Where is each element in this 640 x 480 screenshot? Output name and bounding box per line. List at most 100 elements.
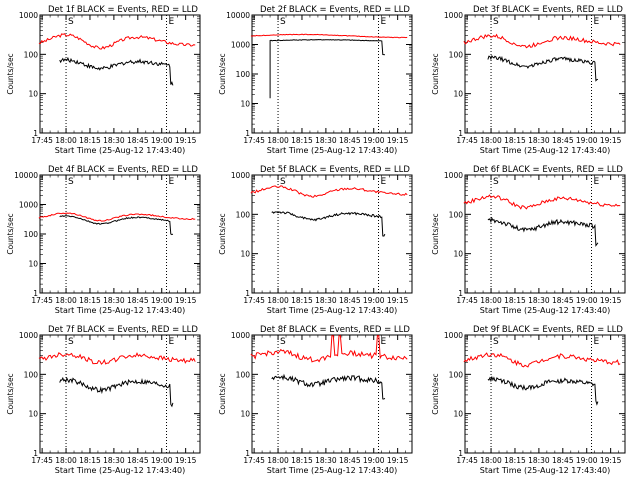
x-tick-label: 19:15: [600, 296, 622, 305]
time-marker-e: E: [169, 177, 175, 187]
time-marker-s: S: [493, 177, 499, 187]
series-line-red-lld: [38, 33, 196, 50]
x-axis-label: Start Time (25-Aug-12 17:43:40): [55, 306, 186, 315]
y-axis-label: Counts/sec: [218, 53, 227, 94]
y-axis-label: Counts/sec: [6, 373, 15, 414]
time-marker-e: E: [169, 17, 175, 27]
y-tick-label: 10: [28, 90, 38, 99]
time-marker-e: E: [169, 337, 175, 347]
x-axis-label: Start Time (25-Aug-12 17:43:40): [55, 146, 186, 155]
x-tick-label: 18:45: [127, 296, 149, 305]
series-line-black-events: [59, 376, 174, 408]
x-tick-label: 17:45: [31, 136, 53, 145]
x-tick-label: 18:00: [267, 456, 289, 465]
x-tick-label: 17:45: [31, 296, 53, 305]
y-tick-label: 100: [24, 50, 39, 59]
x-tick-label: 18:30: [528, 296, 550, 305]
x-tick-label: 17:45: [243, 136, 265, 145]
chart-panel-2: Det 2f BLACK = Events, RED = LLD 1 10 100 10…: [218, 5, 413, 155]
time-marker-s: S: [280, 177, 286, 187]
x-tick-label: 19:00: [363, 296, 385, 305]
y-tick-label: 10: [240, 100, 250, 109]
chart-panel-5: Det 5f BLACK = Events, RED = LLD 1 10 100 10…: [218, 165, 413, 315]
y-tick-label: 1: [33, 129, 38, 138]
time-marker-s: S: [68, 17, 74, 27]
y-tick-label: 100: [449, 50, 464, 59]
x-tick-label: 18:15: [291, 456, 313, 465]
time-marker-s: S: [280, 337, 286, 347]
x-tick-label: 18:30: [528, 456, 550, 465]
y-tick-label: 1000: [19, 201, 38, 210]
x-tick-label: 18:00: [55, 456, 77, 465]
y-tick-label: 10000: [226, 11, 250, 20]
y-tick-label: 100: [236, 210, 251, 219]
y-tick-label: 100: [24, 230, 39, 239]
x-tick-label: 19:15: [387, 456, 409, 465]
y-tick-label: 1000: [231, 331, 250, 340]
x-tick-label: 19:15: [600, 136, 622, 145]
x-tick-label: 18:00: [480, 136, 502, 145]
chart-title: Det 1f BLACK = Events, RED = LLD: [48, 5, 198, 15]
y-tick-label: 1000: [231, 171, 250, 180]
x-tick-label: 19:15: [387, 136, 409, 145]
y-tick-label: 10: [240, 410, 250, 419]
y-axis-label: Counts/sec: [218, 213, 227, 254]
series-line-black-events: [271, 373, 386, 400]
x-tick-label: 17:45: [456, 456, 478, 465]
series-line-red-lld: [463, 352, 621, 368]
y-tick-label: 10: [453, 90, 463, 99]
y-tick-label: 1000: [444, 171, 463, 180]
x-tick-label: 18:00: [267, 136, 289, 145]
time-marker-s: S: [493, 337, 499, 347]
x-tick-label: 19:15: [175, 136, 197, 145]
series-line-red-lld: [250, 185, 408, 198]
x-tick-label: 17:45: [243, 456, 265, 465]
chart-title: Det 8f BLACK = Events, RED = LLD: [260, 325, 410, 335]
y-axis-label: Counts/sec: [6, 53, 15, 94]
chart-title: Det 4f BLACK = Events, RED = LLD: [48, 165, 198, 175]
y-tick-label: 1000: [19, 331, 38, 340]
x-tick-label: 19:15: [175, 456, 197, 465]
time-marker-e: E: [594, 17, 600, 27]
y-tick-label: 100: [24, 370, 39, 379]
x-tick-label: 18:00: [480, 456, 502, 465]
y-tick-label: 1: [458, 129, 463, 138]
series-line-black-events: [487, 54, 598, 82]
plot-frame: [251, 334, 413, 454]
y-tick-label: 10: [453, 410, 463, 419]
x-axis-label: Start Time (25-Aug-12 17:43:40): [480, 146, 611, 155]
chart-panel-6: Det 6f BLACK = Events, RED = LLD 1 10 100 10…: [431, 165, 626, 315]
x-tick-label: 18:30: [315, 136, 337, 145]
y-tick-label: 1: [33, 289, 38, 298]
x-tick-label: 18:00: [55, 136, 77, 145]
x-tick-label: 19:00: [363, 456, 385, 465]
y-tick-label: 100: [449, 370, 464, 379]
y-tick-label: 10: [28, 260, 38, 269]
x-tick-label: 18:45: [552, 296, 574, 305]
y-tick-label: 10000: [14, 171, 38, 180]
chart-panel-3: Det 3f BLACK = Events, RED = LLD 1 10 100 10…: [431, 5, 626, 155]
series-line-black-events: [59, 215, 174, 236]
x-axis-label: Start Time (25-Aug-12 17:43:40): [267, 466, 398, 475]
y-tick-label: 1: [33, 449, 38, 458]
x-tick-label: 18:30: [315, 456, 337, 465]
y-tick-label: 1000: [231, 41, 250, 50]
chart-title: Det 3f BLACK = Events, RED = LLD: [473, 5, 623, 15]
x-tick-label: 17:45: [456, 296, 478, 305]
x-tick-label: 18:15: [79, 136, 101, 145]
x-tick-label: 18:15: [79, 456, 101, 465]
series-line-black-events: [59, 56, 174, 86]
chart-title: Det 7f BLACK = Events, RED = LLD: [48, 325, 198, 335]
time-marker-e: E: [594, 337, 600, 347]
y-tick-label: 1: [458, 449, 463, 458]
y-tick-label: 10: [453, 250, 463, 259]
plot-frame: [251, 174, 413, 294]
x-tick-label: 17:45: [31, 456, 53, 465]
x-tick-label: 18:45: [339, 136, 361, 145]
x-tick-label: 18:30: [315, 296, 337, 305]
y-axis-label: Counts/sec: [431, 373, 440, 414]
series-line-black-events: [269, 38, 385, 99]
x-axis-label: Start Time (25-Aug-12 17:43:40): [480, 306, 611, 315]
plot-frame: [39, 174, 201, 294]
series-line-black-events: [487, 375, 599, 406]
